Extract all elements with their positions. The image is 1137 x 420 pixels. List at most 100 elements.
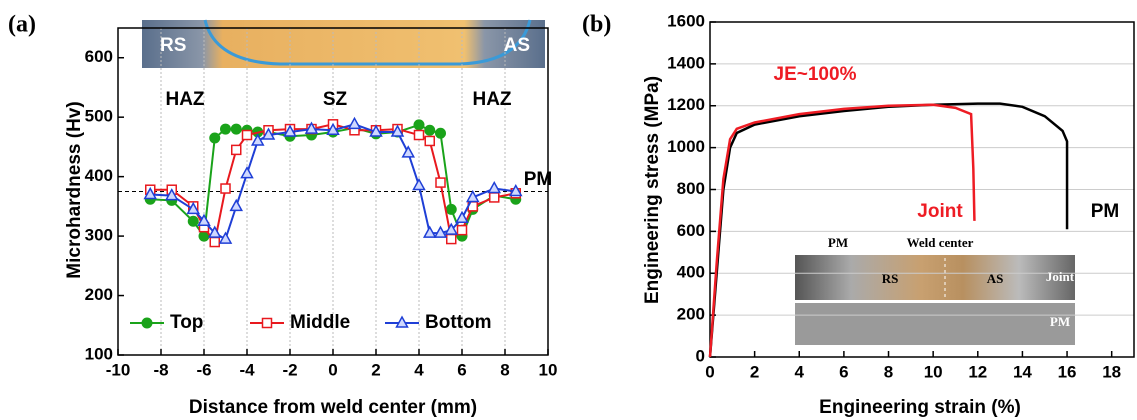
x-tick-label: 6 <box>457 360 466 379</box>
annotation: PM <box>524 169 553 190</box>
x-tick-label: 2 <box>750 362 759 381</box>
marker <box>186 201 201 215</box>
marker <box>401 145 416 158</box>
y-tick-label: 500 <box>85 107 113 126</box>
inset-specimens <box>795 252 1075 345</box>
y-tick-label: 100 <box>85 344 113 363</box>
y-tick-label: 200 <box>677 305 705 324</box>
marker <box>446 233 457 245</box>
x-tick-label: 8 <box>500 360 509 379</box>
inset-label: PM <box>828 235 848 250</box>
marker <box>412 177 426 191</box>
marker <box>143 186 158 200</box>
marker <box>465 189 480 203</box>
marker <box>413 129 425 141</box>
panel-label: (b) <box>582 12 611 38</box>
y-tick-label: 600 <box>85 47 113 66</box>
inset-weld-cross-section <box>142 19 545 68</box>
marker <box>455 210 469 224</box>
annotation: Joint <box>917 201 963 222</box>
x-tick-label: 6 <box>839 362 848 381</box>
y-tick-label: 400 <box>85 166 113 185</box>
y-tick-label: 300 <box>85 226 113 245</box>
annotation: HAZ <box>165 89 204 110</box>
legend-label: Middle <box>290 312 350 333</box>
marker <box>209 132 221 144</box>
x-tick-label: 10 <box>539 360 558 379</box>
x-tick-label: 4 <box>414 360 424 379</box>
marker <box>444 222 459 235</box>
marker <box>187 215 199 227</box>
legend-marker <box>141 317 153 329</box>
marker <box>489 192 500 203</box>
marker <box>413 119 425 131</box>
legend-label: Bottom <box>425 312 491 333</box>
marker <box>326 122 340 136</box>
marker <box>197 213 211 226</box>
inset-label: PM <box>1050 314 1070 329</box>
marker <box>209 236 220 248</box>
marker <box>304 121 319 134</box>
x-tick-label: -8 <box>153 360 168 379</box>
marker <box>435 127 446 139</box>
marker <box>456 224 468 236</box>
x-tick-label: 18 <box>1102 362 1121 381</box>
annotation: SZ <box>323 89 348 110</box>
y-tick-label: 1200 <box>667 95 705 114</box>
marker <box>220 183 231 194</box>
marker <box>218 231 233 244</box>
marker <box>229 198 244 212</box>
legend-marker <box>261 317 273 329</box>
marker <box>422 225 437 238</box>
x-tick-label: 4 <box>795 362 805 381</box>
y-tick-label: 400 <box>677 263 705 282</box>
marker <box>231 144 242 156</box>
marker <box>347 116 362 130</box>
x-tick-label: -2 <box>282 360 297 379</box>
marker <box>207 225 222 238</box>
marker <box>508 183 523 197</box>
annotation: HAZ <box>472 89 511 110</box>
x-tick-label: 10 <box>924 362 943 381</box>
x-tick-label: -10 <box>106 360 131 379</box>
legend-label: Top <box>170 312 203 333</box>
inset-label: RS <box>160 35 186 56</box>
x-tick-label: -4 <box>239 360 255 379</box>
series-line <box>708 103 976 358</box>
y-tick-label: 1400 <box>667 53 705 72</box>
y-axis-title: Engineering stress (MPa) <box>642 76 663 304</box>
marker <box>369 124 383 137</box>
y-tick-label: 600 <box>677 221 705 240</box>
panel-label: (a) <box>8 12 36 38</box>
marker <box>240 166 254 179</box>
y-tick-label: 0 <box>696 346 705 365</box>
annotation: PM <box>1091 201 1120 222</box>
marker <box>390 124 405 137</box>
marker <box>435 177 446 188</box>
marker <box>433 225 448 238</box>
inset-label: Joint <box>1046 269 1075 284</box>
marker <box>424 124 436 136</box>
plot-frame <box>709 21 1135 358</box>
marker <box>164 188 179 201</box>
y-tick-label: 200 <box>85 285 113 304</box>
x-tick-label: 0 <box>705 362 714 381</box>
inset-label: AS <box>504 35 530 56</box>
x-tick-label: 16 <box>1058 362 1077 381</box>
inset-label: Weld center <box>907 235 974 250</box>
x-tick-label: 0 <box>328 360 337 379</box>
y-axis-title: Microhardness (Hv) <box>64 101 85 278</box>
x-axis-title: Engineering strain (%) <box>819 397 1021 418</box>
y-tick-label: 1600 <box>667 11 705 30</box>
inset-label: RS <box>882 271 899 286</box>
x-tick-label: -6 <box>196 360 211 379</box>
x-tick-label: 12 <box>968 362 987 381</box>
marker <box>283 124 297 137</box>
x-axis-title: Distance from weld center (mm) <box>189 397 477 418</box>
y-tick-label: 800 <box>677 179 705 198</box>
legend-marker <box>395 315 409 328</box>
x-tick-label: 14 <box>1013 362 1032 381</box>
x-tick-label: 2 <box>371 360 380 379</box>
marker <box>230 123 242 135</box>
marker <box>261 127 276 140</box>
